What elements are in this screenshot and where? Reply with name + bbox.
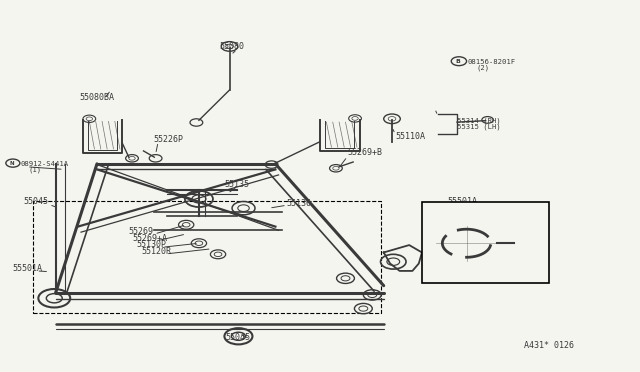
Text: F/DRUM BRAKE: F/DRUM BRAKE	[429, 273, 482, 279]
Text: A431* 0126: A431* 0126	[524, 341, 574, 350]
Text: 55501A: 55501A	[13, 264, 43, 273]
Text: N: N	[10, 161, 15, 166]
Text: (1): (1)	[28, 166, 41, 173]
Text: B: B	[455, 60, 460, 64]
Text: 55269: 55269	[129, 227, 154, 236]
Text: 55315 (LH): 55315 (LH)	[457, 123, 500, 129]
Text: 55045: 55045	[226, 333, 251, 342]
Bar	[422, 202, 549, 283]
Text: 55120R: 55120R	[141, 247, 172, 256]
Text: 55314 (RH): 55314 (RH)	[457, 118, 500, 124]
Text: 55226P: 55226P	[153, 135, 183, 144]
Text: 55269+A: 55269+A	[132, 234, 167, 243]
Text: (2): (2)	[477, 64, 490, 71]
Text: 55501A: 55501A	[447, 197, 477, 206]
Text: 55136: 55136	[287, 199, 312, 208]
Text: 55135: 55135	[225, 180, 250, 189]
Text: 55269+B: 55269+B	[348, 148, 383, 157]
Text: 08156-8201F: 08156-8201F	[468, 59, 516, 65]
Text: 55130P: 55130P	[136, 240, 166, 249]
Text: 55080BA: 55080BA	[79, 93, 114, 102]
Text: 08912-S441A: 08912-S441A	[20, 161, 68, 167]
Text: 55080: 55080	[220, 42, 244, 51]
Text: 55110A: 55110A	[395, 132, 425, 141]
Text: 55045: 55045	[24, 198, 49, 206]
Bar	[33, 201, 381, 313]
